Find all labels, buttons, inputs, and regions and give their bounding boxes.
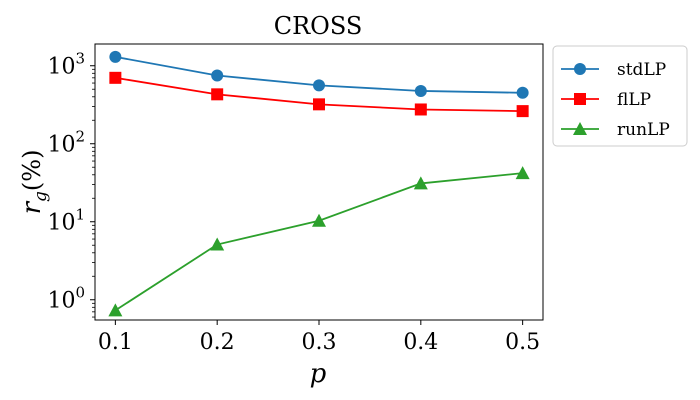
series-runlp — [108, 166, 530, 317]
legend-marker-stdlp — [574, 63, 586, 75]
y-axis: 100 101 102 103 — [47, 50, 95, 318]
data-point-runlp — [108, 303, 123, 317]
x-tick-label: 0.3 — [302, 330, 337, 355]
legend-marker-runlp — [573, 122, 587, 135]
chart-title: CROSS — [274, 12, 363, 40]
y-tick-label: 103 — [47, 50, 85, 80]
legend: stdLP flLP runLP — [552, 45, 688, 147]
data-point-fllp — [109, 71, 122, 84]
data-point-stdlp — [313, 79, 325, 92]
data-point-runlp — [210, 237, 225, 251]
data-point-runlp — [312, 213, 326, 227]
legend-label-stdlp: stdLP — [617, 60, 666, 80]
series-stdlp — [109, 50, 529, 99]
x-tick-label: 0.1 — [98, 330, 133, 355]
data-point-stdlp — [516, 86, 529, 99]
x-tick-label: 0.2 — [200, 330, 235, 355]
data-point-stdlp — [414, 84, 427, 97]
data-point-fllp — [414, 103, 427, 116]
y-tick-label: 100 — [47, 284, 85, 314]
data-point-runlp — [515, 166, 530, 180]
legend-label-runlp: runLP — [617, 120, 670, 140]
series-layer — [108, 50, 530, 317]
legend-frame — [552, 45, 688, 147]
y-tick-label: 101 — [47, 206, 85, 236]
x-axis-label: p — [310, 359, 327, 389]
y-axis-label: rg(%) — [17, 150, 51, 215]
x-axis: 0.1 0.2 0.3 0.4 0.5 — [98, 320, 540, 355]
data-point-fllp — [313, 98, 325, 111]
data-point-fllp — [211, 88, 224, 101]
data-point-fllp — [516, 105, 529, 118]
data-point-stdlp — [211, 69, 224, 82]
x-tick-label: 0.4 — [403, 330, 438, 355]
legend-marker-fllp — [574, 93, 586, 105]
y-axis-label-main: r — [17, 200, 47, 214]
legend-label-fllp: flLP — [617, 90, 651, 110]
data-point-runlp — [413, 176, 428, 190]
x-tick-label: 0.5 — [505, 330, 540, 355]
y-tick-label: 102 — [47, 128, 85, 158]
series-fllp — [109, 71, 529, 118]
data-point-stdlp — [109, 50, 122, 63]
y-axis-label-subscript: g — [31, 191, 51, 202]
y-axis-label-unit: (%) — [18, 150, 46, 192]
series-line-runlp — [114, 172, 523, 312]
